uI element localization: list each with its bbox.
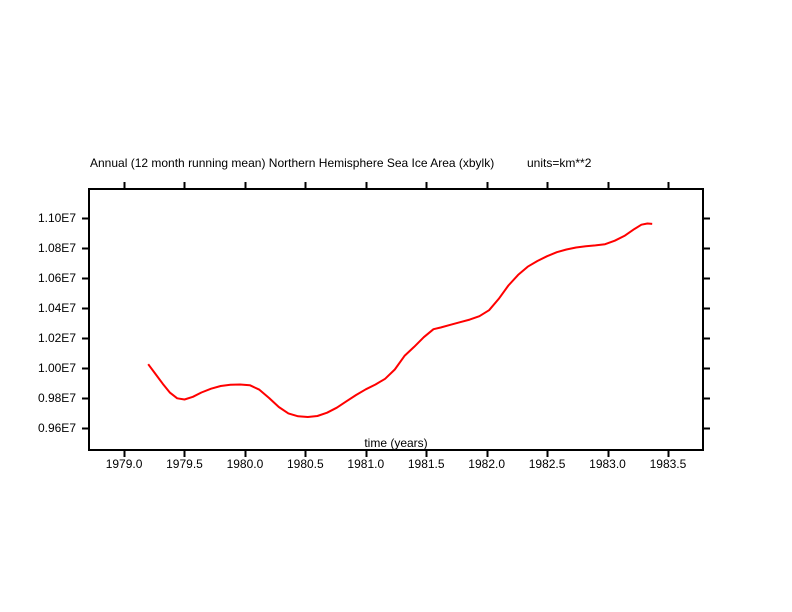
x-tick-label: 1979.0	[106, 457, 143, 471]
x-tick-label: 1983.5	[650, 457, 687, 471]
x-tick-label: 1983.0	[589, 457, 626, 471]
y-tick-label: 1.08E7	[38, 241, 76, 255]
x-axis-title: time (years)	[364, 436, 427, 450]
y-tick-label: 1.02E7	[38, 331, 76, 345]
chart-title: Annual (12 month running mean) Northern …	[90, 156, 495, 170]
y-tick-label: 0.98E7	[38, 391, 76, 405]
y-tick-label: 1.10E7	[38, 211, 76, 225]
data-line-sea-ice-area	[147, 222, 653, 418]
x-tick-label: 1981.5	[408, 457, 445, 471]
y-tick-label: 1.04E7	[38, 301, 76, 315]
x-tick-label: 1979.5	[166, 457, 203, 471]
x-tick-label: 1982.5	[529, 457, 566, 471]
y-tick-label: 0.96E7	[38, 421, 76, 435]
x-tick-label: 1982.0	[468, 457, 505, 471]
x-tick-label: 1980.5	[287, 457, 324, 471]
plot-frame	[88, 188, 704, 451]
chart-units-label: units=km**2	[527, 156, 592, 170]
y-tick-label: 1.00E7	[38, 361, 76, 375]
y-tick-label: 1.06E7	[38, 271, 76, 285]
x-tick-label: 1980.0	[227, 457, 264, 471]
x-tick-label: 1981.0	[347, 457, 384, 471]
